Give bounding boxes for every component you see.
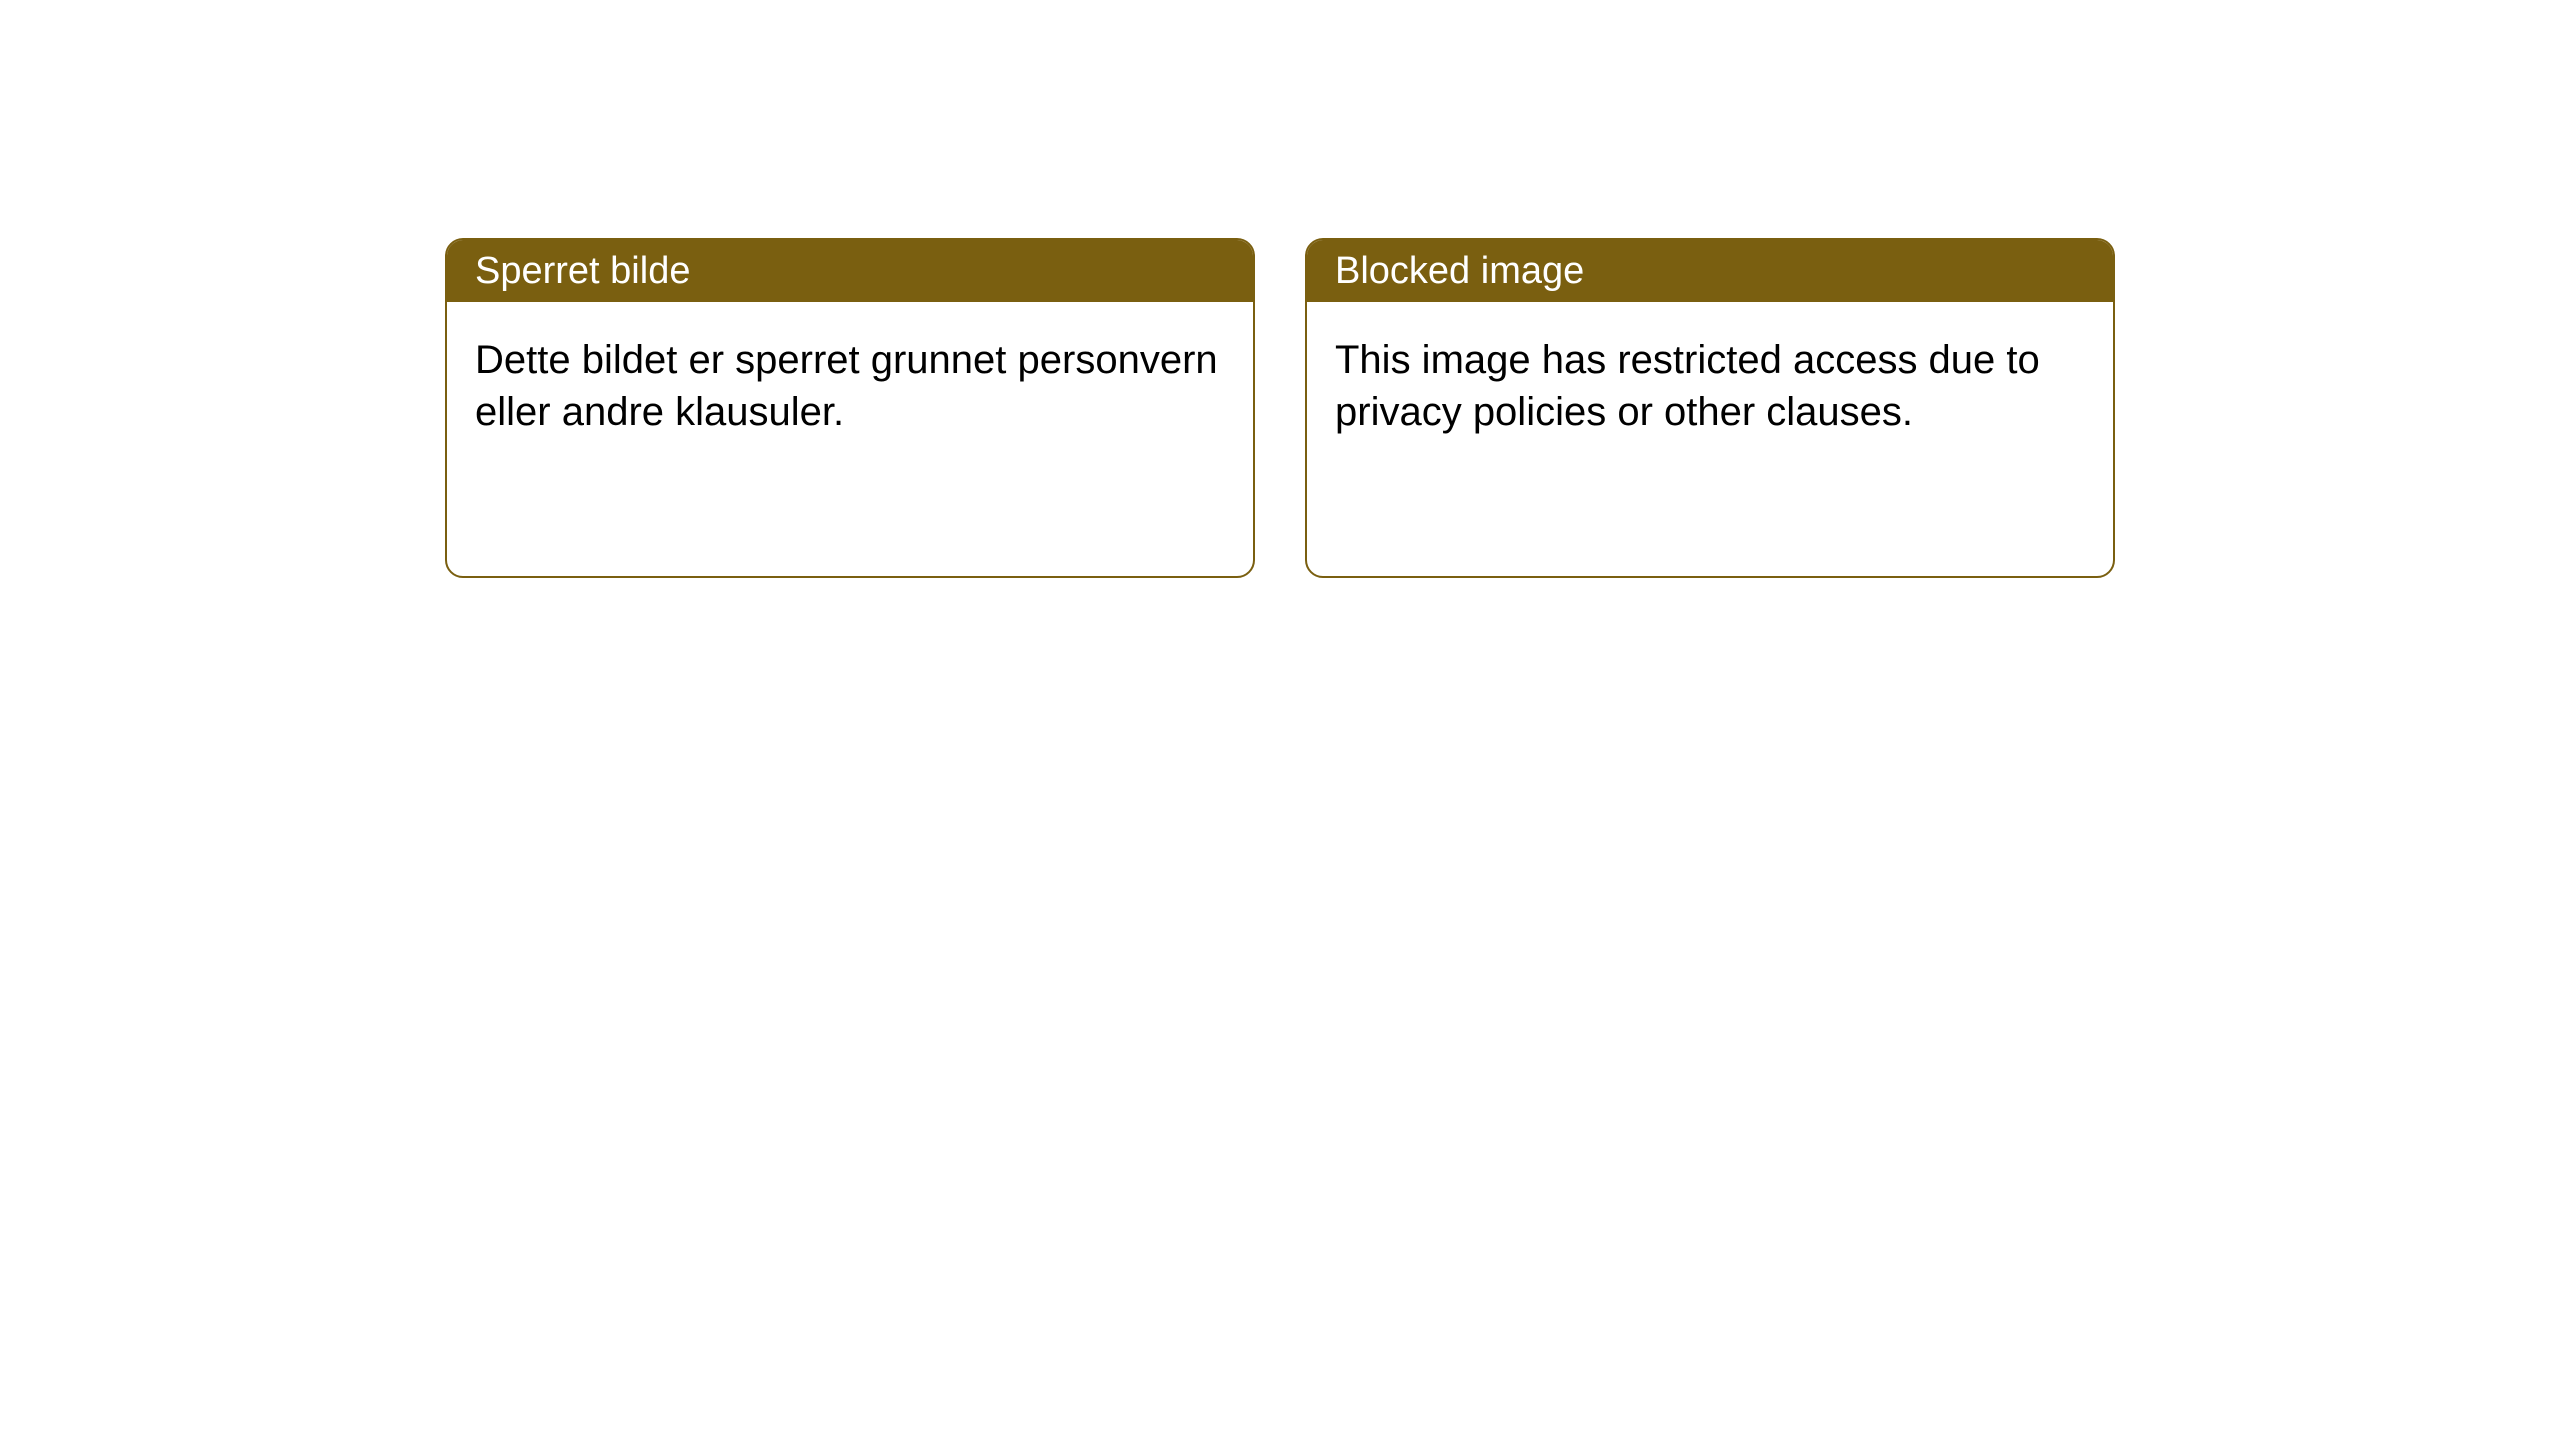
card-body-text: Dette bildet er sperret grunnet personve…	[475, 338, 1218, 434]
card-body: This image has restricted access due to …	[1307, 302, 2113, 470]
card-header-text: Sperret bilde	[475, 250, 690, 293]
card-header: Sperret bilde	[447, 240, 1253, 302]
card-header: Blocked image	[1307, 240, 2113, 302]
card-header-text: Blocked image	[1335, 250, 1584, 293]
notice-card-norwegian: Sperret bilde Dette bildet er sperret gr…	[445, 238, 1255, 578]
notice-card-english: Blocked image This image has restricted …	[1305, 238, 2115, 578]
notice-container: Sperret bilde Dette bildet er sperret gr…	[445, 238, 2115, 578]
card-body: Dette bildet er sperret grunnet personve…	[447, 302, 1253, 470]
card-body-text: This image has restricted access due to …	[1335, 338, 2040, 434]
